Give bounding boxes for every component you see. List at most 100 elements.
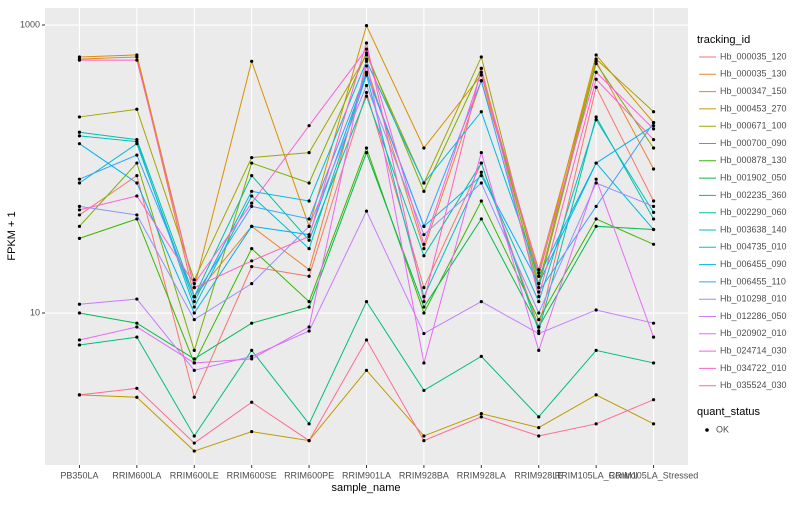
data-point (594, 393, 598, 397)
data-point (479, 415, 483, 419)
data-point (307, 438, 311, 443)
legend-title: tracking_id (697, 34, 750, 46)
data-point (594, 224, 598, 228)
data-point (422, 295, 426, 299)
data-point (250, 265, 254, 269)
data-point (135, 386, 139, 390)
data-point (537, 325, 541, 329)
legend-label: Hb_001902_050 (720, 172, 787, 182)
x-tick-label: RRIM600LE (170, 470, 219, 480)
x-tick-label: RRIM928LA (457, 470, 506, 480)
data-point (250, 174, 254, 178)
data-point (192, 361, 196, 365)
data-point (537, 434, 541, 438)
data-point (192, 434, 196, 438)
data-point (594, 204, 598, 209)
x-tick-label: RRIM600LA (112, 470, 161, 480)
data-point (135, 153, 139, 157)
data-point (594, 422, 598, 426)
data-point (307, 305, 311, 309)
data-point (651, 321, 656, 325)
x-tick-label: RRIM105LA_Control (555, 470, 638, 480)
data-point (250, 161, 254, 165)
data-point (307, 329, 311, 333)
data-point (135, 181, 139, 185)
data-point (77, 130, 82, 134)
data-point (364, 146, 369, 150)
data-point (651, 210, 656, 214)
data-point (192, 395, 196, 399)
data-point (651, 124, 656, 128)
legend-label: Hb_000347_150 (720, 86, 787, 96)
data-point (594, 308, 598, 312)
data-point (250, 354, 254, 358)
data-point (192, 300, 196, 304)
data-point (479, 217, 483, 221)
data-point (77, 343, 82, 347)
data-point (651, 167, 656, 171)
data-point (192, 286, 196, 290)
data-point (479, 55, 483, 59)
legend-label: Hb_020902_010 (720, 328, 787, 338)
data-point (479, 181, 483, 185)
data-point (422, 189, 426, 193)
data-point (135, 217, 139, 221)
data-point (250, 259, 254, 263)
data-point (135, 142, 139, 146)
data-point (135, 58, 139, 62)
data-point (77, 115, 82, 119)
data-point (307, 300, 311, 304)
data-point (479, 151, 483, 155)
data-point (135, 213, 139, 217)
legend-label: Hb_024714_030 (720, 345, 787, 355)
data-point (422, 311, 426, 315)
data-point (594, 177, 598, 181)
data-point (364, 57, 369, 61)
data-point (135, 325, 139, 329)
data-point (364, 83, 369, 88)
data-point (192, 295, 196, 299)
x-tick-label: RRIM600SE (227, 470, 277, 480)
data-point (77, 302, 82, 306)
data-point (364, 209, 369, 213)
x-tick-label: RRIM901LA (342, 470, 391, 480)
data-point (364, 64, 369, 68)
data-point (307, 151, 311, 155)
data-point (479, 170, 483, 174)
data-point (135, 297, 139, 301)
data-point (594, 53, 598, 57)
data-point (594, 115, 598, 119)
data-point (77, 58, 82, 62)
data-point (422, 233, 426, 237)
legend-label: Hb_000671_100 (720, 121, 787, 131)
data-point (77, 224, 82, 228)
data-point (537, 274, 541, 278)
data-point (250, 348, 254, 352)
data-point (307, 234, 311, 239)
data-point (250, 156, 254, 160)
data-point (364, 41, 369, 45)
data-point (651, 146, 656, 150)
legend-label: Hb_000700_090 (720, 138, 787, 148)
data-point (364, 24, 369, 28)
data-point (479, 412, 483, 416)
data-point (77, 134, 82, 138)
data-point (77, 338, 82, 342)
data-point (651, 398, 656, 402)
data-point (250, 224, 254, 228)
data-point (135, 174, 139, 178)
y-axis-title: FPKM + 1 (6, 211, 18, 260)
data-point (479, 300, 483, 304)
data-point (537, 282, 541, 286)
legend-label: Hb_000878_130 (720, 155, 787, 165)
data-point (479, 199, 483, 203)
data-point (422, 388, 426, 393)
legend-label: Hb_003638_140 (720, 224, 787, 234)
data-point (422, 361, 426, 365)
x-tick-label: RRIM928LE (514, 470, 563, 480)
data-point (594, 77, 598, 81)
data-point (250, 194, 254, 198)
data-point (537, 295, 541, 299)
data-point (537, 331, 541, 336)
legend-label: Hb_006455_090 (720, 259, 787, 269)
